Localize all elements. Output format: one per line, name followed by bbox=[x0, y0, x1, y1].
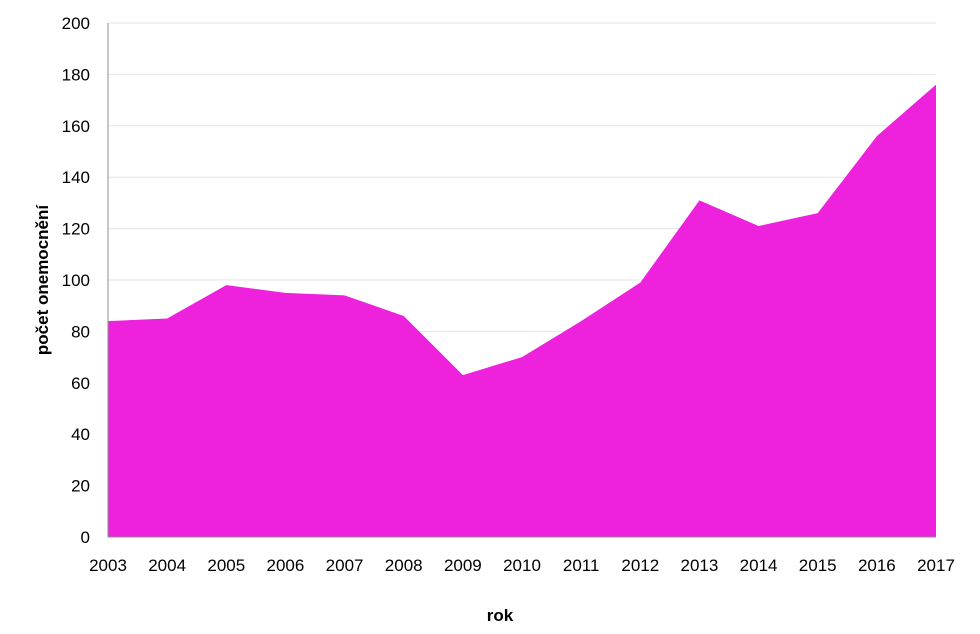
x-tick-label: 2006 bbox=[267, 556, 305, 575]
y-tick-label: 60 bbox=[71, 374, 90, 393]
x-tick-label: 2007 bbox=[326, 556, 364, 575]
y-axis-title: počet onemocnění bbox=[33, 204, 52, 355]
x-tick-label: 2017 bbox=[917, 556, 955, 575]
y-tick-label: 100 bbox=[62, 271, 90, 290]
y-tick-label: 160 bbox=[62, 117, 90, 136]
x-tick-label: 2010 bbox=[503, 556, 541, 575]
x-tick-label: 2009 bbox=[444, 556, 482, 575]
x-tick-label: 2005 bbox=[207, 556, 245, 575]
x-axis-title: rok bbox=[487, 606, 514, 625]
x-tick-label: 2011 bbox=[563, 556, 600, 575]
x-tick-label: 2013 bbox=[681, 556, 719, 575]
x-tick-label: 2004 bbox=[148, 556, 186, 575]
x-tick-label: 2016 bbox=[858, 556, 896, 575]
x-tick-label: 2015 bbox=[799, 556, 837, 575]
area-series bbox=[108, 84, 936, 538]
x-tick-label: 2008 bbox=[385, 556, 423, 575]
x-tick-label: 2003 bbox=[89, 556, 127, 575]
x-tick-label: 2014 bbox=[740, 556, 778, 575]
area-fill bbox=[108, 84, 936, 538]
y-tick-label: 0 bbox=[81, 528, 90, 547]
y-tick-label: 180 bbox=[62, 65, 90, 84]
x-tick-label: 2012 bbox=[621, 556, 659, 575]
x-tick-labels: 2003 2004 2005 2006 2007 2008 2009 2010 2011 2012… bbox=[89, 556, 955, 575]
y-tick-labels: 0 20 40 60 80 100 120 140 160 180 200 bbox=[62, 14, 90, 547]
axes bbox=[107, 23, 936, 538]
y-tick-label: 140 bbox=[62, 168, 90, 187]
y-tick-label: 80 bbox=[71, 322, 90, 341]
y-tick-label: 120 bbox=[62, 220, 90, 239]
y-tick-label: 200 bbox=[62, 14, 90, 33]
y-tick-label: 40 bbox=[71, 425, 90, 444]
y-tick-label: 20 bbox=[71, 477, 90, 496]
